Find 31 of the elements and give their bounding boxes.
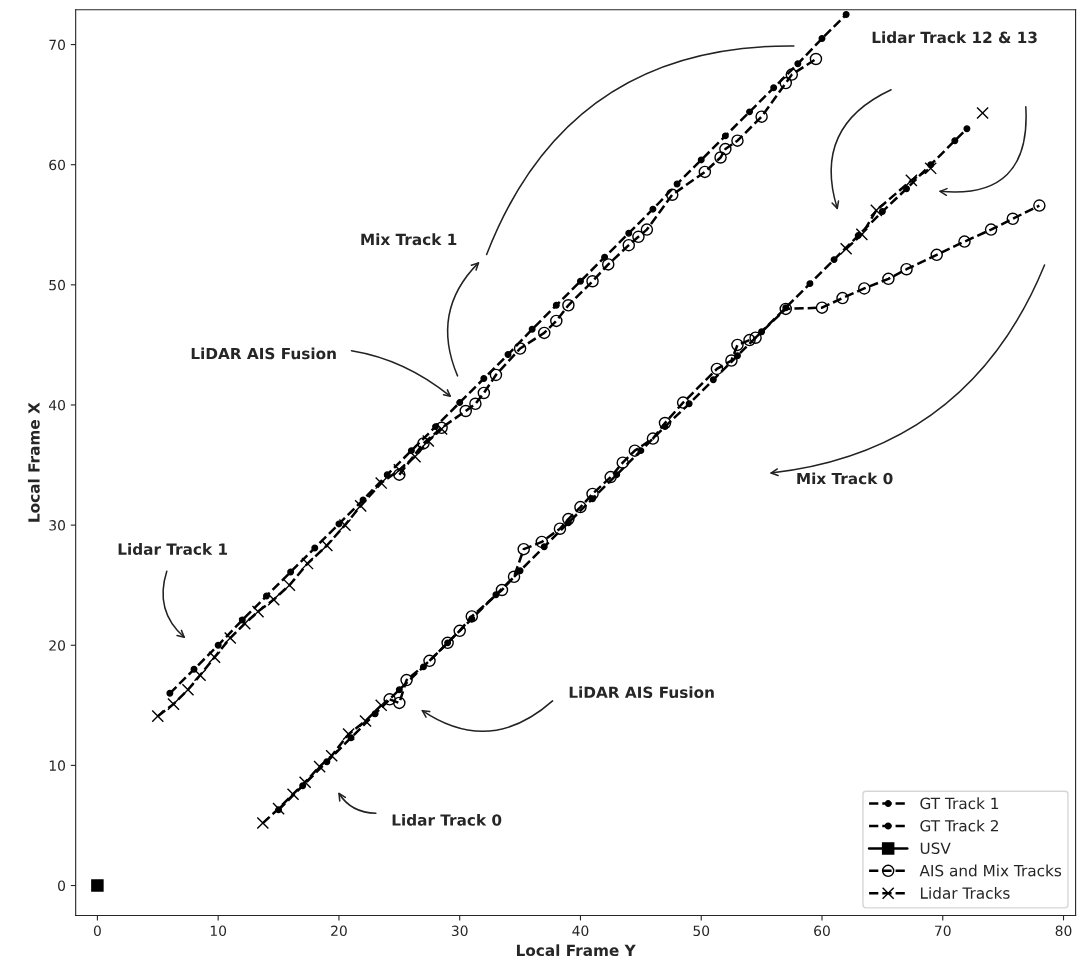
y-axis-title: Local Frame X [27,402,40,522]
annotation: Lidar Track 12 & 13 [872,31,1037,44]
x-tick-label: 10 [210,925,227,937]
annotation: Mix Track 1 [361,233,457,246]
y-tick-label: 20 [49,640,66,651]
y-tick-label: 50 [49,279,66,291]
legend-label: GT Track 1 [920,797,999,810]
x-tick-label: 60 [814,925,830,937]
legend-label: GT Track 2 [920,819,998,832]
y-tick-label: 70 [49,39,66,51]
x-axis-title: Local Frame Y [516,944,636,957]
y-tick-label: 10 [49,760,66,771]
x-tick-label: 20 [331,925,347,937]
y-tick-label: 60 [49,159,66,171]
annotation: Lidar Track 0 [392,813,502,826]
y-tick-label: 40 [48,399,66,411]
x-tick-label: 70 [935,925,951,937]
annotation: LiDAR AIS Fusion [569,686,714,699]
x-tick-label: 30 [451,925,468,937]
y-tick-label: 30 [49,520,66,531]
legend-label: Lidar Tracks [920,887,1010,899]
annotation: Mix Track 0 [797,472,893,485]
x-tick-label: 50 [693,925,710,937]
x-tick-label: 80 [1055,925,1072,937]
x-tick-label: 0 [93,925,101,937]
annotation: LiDAR AIS Fusion [191,347,336,360]
annotation: Lidar Track 1 [118,543,228,555]
y-tick-label: 0 [58,880,66,891]
legend-label: AIS and Mix Tracks [919,864,1062,877]
x-tick-label: 40 [572,925,589,937]
legend-label: USV [920,842,951,854]
